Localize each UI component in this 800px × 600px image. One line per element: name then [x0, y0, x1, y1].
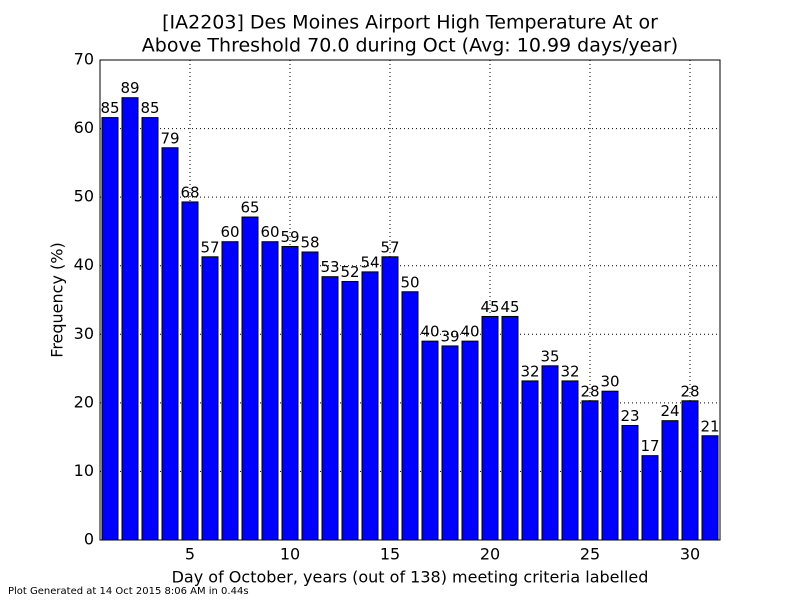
bar: [541, 365, 559, 541]
bar: [401, 291, 419, 541]
data-label: 85: [140, 99, 159, 117]
y-tick-label: 60: [74, 118, 94, 137]
y-tick-label: 70: [74, 50, 94, 69]
data-label: 57: [380, 238, 399, 256]
bar: [241, 216, 259, 541]
bar: [641, 455, 659, 541]
bar: [181, 201, 199, 541]
y-tick-label: 0: [84, 530, 94, 549]
data-label: 45: [480, 298, 499, 316]
data-label: 32: [520, 362, 539, 380]
bar: [481, 315, 499, 541]
bar: [441, 345, 459, 541]
data-label: 65: [240, 199, 259, 217]
bar: [501, 315, 519, 541]
x-tick-label: 15: [380, 545, 400, 564]
plot-frame: [99, 59, 721, 541]
bar: [681, 400, 699, 541]
data-label: 17: [640, 437, 659, 455]
data-label: 52: [340, 263, 359, 281]
chart-title: Above Threshold 70.0 during Oct (Avg: 10…: [142, 35, 678, 57]
bar: [701, 435, 719, 541]
data-label: 60: [260, 223, 279, 241]
bar: [421, 340, 439, 541]
bar: [561, 380, 579, 541]
data-label: 60: [220, 223, 239, 241]
bar: [521, 380, 539, 541]
data-label: 50: [400, 273, 419, 291]
bar: [201, 256, 219, 541]
data-label: 21: [700, 417, 719, 435]
data-label: 68: [180, 183, 199, 201]
bar: [461, 340, 479, 541]
bar: [101, 117, 119, 541]
x-tick-label: 25: [580, 545, 600, 564]
y-tick-label: 10: [74, 461, 94, 480]
y-tick-label: 20: [74, 392, 94, 411]
data-label: 28: [680, 382, 699, 400]
bar: [361, 271, 379, 541]
bar: [581, 400, 599, 541]
data-label: 57: [200, 238, 219, 256]
data-label: 53: [320, 258, 339, 276]
bar: [341, 280, 359, 541]
bar: [141, 117, 159, 541]
bar: [661, 420, 679, 541]
bar: [621, 424, 639, 541]
data-label: 89: [120, 79, 139, 97]
data-label: 28: [580, 382, 599, 400]
y-tick-label: 40: [74, 255, 94, 274]
bar: [601, 390, 619, 541]
data-label: 58: [300, 234, 319, 252]
data-label: 23: [620, 407, 639, 425]
data-label: 32: [560, 362, 579, 380]
y-tick-label: 30: [74, 324, 94, 343]
bar: [121, 97, 139, 541]
data-label: 79: [160, 129, 179, 147]
data-label: 40: [460, 323, 479, 341]
footer: Plot Generated at 14 Oct 2015 8:06 AM in…: [8, 586, 249, 597]
bar: [321, 276, 339, 541]
data-label: 40: [420, 323, 439, 341]
bar: [381, 256, 399, 541]
y-axis-label: Frequency (%): [48, 242, 67, 357]
data-label: 85: [100, 99, 119, 117]
bar: [221, 241, 239, 541]
y-tick-label: 50: [74, 187, 94, 206]
data-label: 24: [660, 402, 679, 420]
x-tick-label: 10: [280, 545, 300, 564]
x-axis-label: Day of October, years (out of 138) meeti…: [172, 568, 649, 587]
x-tick-label: 5: [185, 545, 195, 564]
data-label: 35: [540, 347, 559, 365]
bar: [281, 246, 299, 541]
chart-title: [IA2203] Des Moines Airport High Tempera…: [162, 12, 658, 34]
data-label: 45: [500, 298, 519, 316]
data-label: 30: [600, 373, 619, 391]
data-label: 39: [440, 327, 459, 345]
data-label: 54: [360, 253, 379, 271]
bar: [301, 251, 319, 541]
x-tick-label: 20: [480, 545, 500, 564]
bar: [161, 147, 179, 541]
bar: [261, 241, 279, 541]
data-label: 59: [280, 228, 299, 246]
x-tick-label: 30: [680, 545, 700, 564]
